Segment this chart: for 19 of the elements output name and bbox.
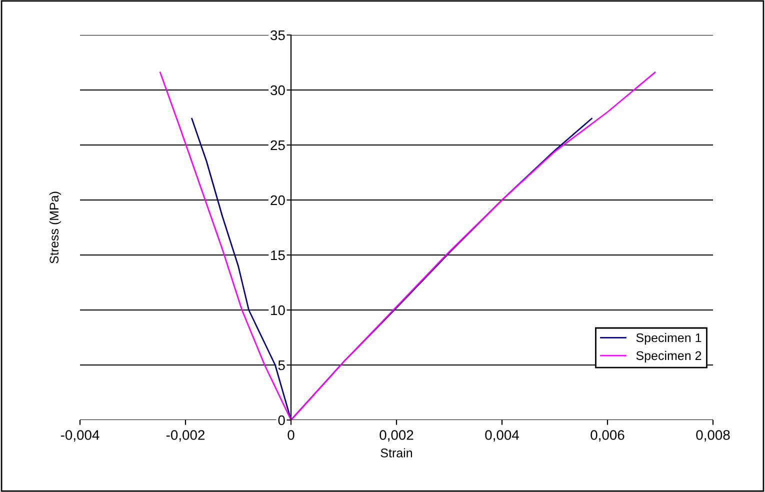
x-tick-label: -0,002 [166,430,204,442]
y-tick-label: 10 [271,305,285,316]
y-tick-label: 25 [270,140,285,150]
y-axis-title: Stress (MPa) [49,192,62,264]
y-tick-label: 20 [270,195,285,206]
y-tick-label: 5 [278,360,285,370]
x-tick-label: 0 [288,430,294,440]
x-axis-title: Strain [380,448,412,458]
y-tick-label: 30 [270,85,285,96]
x-tick-label: 0,008 [696,430,730,442]
x-tick-label: -0,004 [60,430,100,442]
x-tick-label: 0,004 [485,430,519,442]
y-tick-label: 35 [270,30,285,40]
y-tick-label: 0 [278,415,285,426]
x-tick-label: 0,002 [380,430,414,442]
legend-label: Specimen 1 [636,332,702,345]
legend-label: Specimen 2 [636,350,702,363]
x-tick-label: 0,006 [590,430,624,442]
y-tick-label: 15 [271,250,285,260]
